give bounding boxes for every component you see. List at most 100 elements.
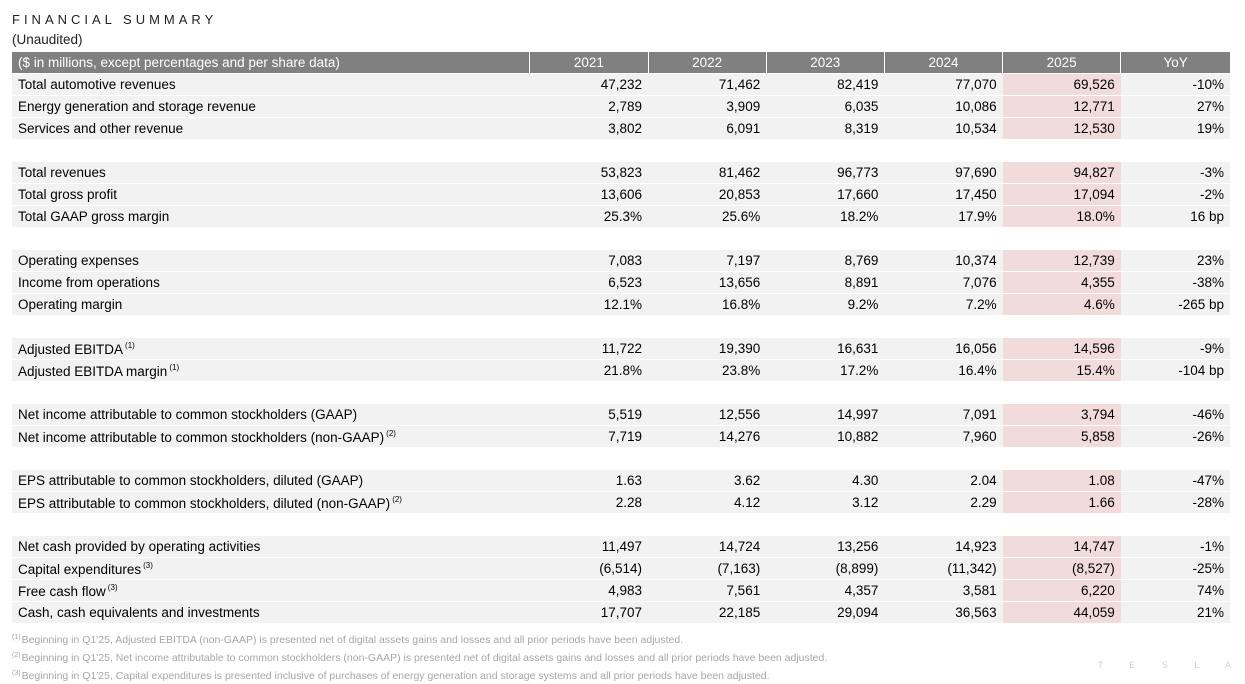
value-cell-2024: 7.2% [884, 293, 1003, 316]
row-label-cell: Total automotive revenues [12, 73, 530, 96]
row-label: Total revenues [18, 165, 106, 180]
footnote-mark: (2) [12, 652, 21, 659]
yoy-cell: -10% [1120, 73, 1230, 96]
yoy-cell: -47% [1120, 469, 1230, 492]
footnote-text: Beginning in Q1'25, Adjusted EBITDA (non… [21, 634, 684, 646]
footnote-text: Beginning in Q1'25, Capital expenditures… [21, 670, 770, 682]
yoy-cell: 19% [1120, 117, 1230, 140]
footnote: (2)Beginning in Q1'25, Net income attrib… [12, 648, 827, 666]
value-cell-2025: 4.6% [1002, 293, 1121, 316]
row-label: Services and other revenue [18, 121, 184, 136]
header-col-2023: 2023 [765, 52, 885, 74]
row-label-cell: Energy generation and storage revenue [12, 95, 530, 118]
row-label: Cash, cash equivalents and investments [18, 605, 260, 620]
row-label-cell: EPS attributable to common stockholders,… [12, 491, 530, 514]
header-col-2021: 2021 [529, 52, 649, 74]
value-cell-2025: 12,771 [1002, 95, 1121, 118]
value-cell-2021: 17,707 [529, 601, 649, 623]
yoy-cell: -28% [1120, 491, 1230, 514]
value-cell-2021: 6,523 [529, 271, 649, 294]
footnote-ref: (2) [392, 494, 402, 504]
value-cell-2025: 14,747 [1002, 535, 1121, 558]
header-col-2022: 2022 [647, 52, 767, 74]
value-cell-2021: 11,497 [529, 535, 649, 558]
spacer-row [12, 139, 1230, 162]
value-cell-2025: 6,220 [1002, 579, 1121, 602]
footnote-text: Beginning in Q1'25, Net income attributa… [21, 652, 828, 664]
table-row: Cash, cash equivalents and investments 17… [12, 601, 1230, 623]
value-cell-2025: 15.4% [1002, 359, 1121, 382]
footnote-ref: (3) [143, 560, 153, 570]
value-cell-2022: 81,462 [648, 161, 767, 184]
value-cell-2021: 12.1% [529, 293, 649, 316]
value-cell-2022: 7,197 [648, 249, 767, 272]
header-col-yoy: YoY [1120, 52, 1230, 74]
value-cell-2022: 13,656 [648, 271, 767, 294]
footnote-mark: (1) [12, 634, 21, 641]
table-row: Income from operations 6,523 13,656 8,891 7,… [12, 271, 1230, 294]
value-cell-2023: 9.2% [766, 293, 885, 316]
row-label: Operating expenses [18, 253, 139, 268]
yoy-cell: -25% [1120, 557, 1230, 580]
value-cell-2024: 77,070 [884, 73, 1003, 96]
row-label: Income from operations [18, 275, 160, 290]
row-label: EPS attributable to common stockholders,… [18, 473, 364, 488]
value-cell-2021: 2.28 [529, 491, 649, 514]
page-subtitle: (Unaudited) [12, 32, 83, 47]
header-col-2024: 2024 [883, 52, 1003, 74]
value-cell-2021: 7,083 [529, 249, 649, 272]
value-cell-2023: 4,357 [766, 579, 885, 602]
row-label: Capital expenditures [18, 561, 142, 577]
value-cell-2024: 2.04 [884, 469, 1003, 492]
value-cell-2022: 23.8% [648, 359, 767, 382]
value-cell-2021: 53,823 [529, 161, 649, 184]
row-label: Net income attributable to common stockh… [18, 407, 358, 422]
value-cell-2022: 16.8% [648, 293, 767, 316]
spacer-row [12, 381, 1230, 404]
row-label: Net income attributable to common stockh… [18, 429, 385, 445]
row-label-cell: Net income attributable to common stockh… [12, 403, 530, 426]
value-cell-2022: 4.12 [648, 491, 767, 514]
value-cell-2024: 3,581 [884, 579, 1003, 602]
value-cell-2024: 36,563 [884, 601, 1003, 623]
value-cell-2021: 5,519 [529, 403, 649, 426]
value-cell-2024: 10,534 [884, 117, 1003, 140]
value-cell-2023: 3.12 [766, 491, 885, 514]
value-cell-2023: 4.30 [766, 469, 885, 492]
value-cell-2024: 17.9% [884, 205, 1003, 228]
yoy-cell: -26% [1120, 425, 1230, 448]
value-cell-2024: 16,056 [884, 337, 1003, 360]
value-cell-2025: 5,858 [1002, 425, 1121, 448]
value-cell-2023: (8,899) [766, 557, 885, 580]
financial-summary-table: ($ in millions, except percentages and p… [12, 52, 1230, 623]
value-cell-2024: 7,076 [884, 271, 1003, 294]
value-cell-2022: 20,853 [648, 183, 767, 206]
row-label: Adjusted EBITDA margin [18, 363, 168, 379]
yoy-cell: -1% [1120, 535, 1230, 558]
header-label: ($ in millions, except percentages and p… [12, 52, 530, 74]
row-label: EPS attributable to common stockholders,… [18, 495, 391, 511]
value-cell-2024: 7,091 [884, 403, 1003, 426]
table-row: Net income attributable to common stockh… [12, 425, 1230, 448]
table-row: Operating expenses 7,083 7,197 8,769 10,374 1… [12, 249, 1230, 272]
row-label: Adjusted EBITDA [18, 341, 124, 357]
value-cell-2023: 16,631 [766, 337, 885, 360]
value-cell-2024: 2.29 [884, 491, 1003, 514]
yoy-cell: 74% [1120, 579, 1230, 602]
value-cell-2025: 17,094 [1002, 183, 1121, 206]
row-label: Net cash provided by operating activitie… [18, 539, 261, 554]
value-cell-2022: 3.62 [648, 469, 767, 492]
value-cell-2022: 71,462 [648, 73, 767, 96]
row-label: Operating margin [18, 297, 123, 312]
value-cell-2025: 44,059 [1002, 601, 1121, 623]
footnote-mark: (3) [12, 670, 21, 677]
value-cell-2023: 29,094 [766, 601, 885, 623]
value-cell-2023: 82,419 [766, 73, 885, 96]
value-cell-2022: 25.6% [648, 205, 767, 228]
row-label-cell: Cash, cash equivalents and investments [12, 601, 530, 623]
row-label-cell: Capital expenditures (3) [12, 557, 530, 580]
yoy-cell: -3% [1120, 161, 1230, 184]
value-cell-2023: 96,773 [766, 161, 885, 184]
row-label: Free cash flow [18, 583, 106, 599]
value-cell-2025: 94,827 [1002, 161, 1121, 184]
